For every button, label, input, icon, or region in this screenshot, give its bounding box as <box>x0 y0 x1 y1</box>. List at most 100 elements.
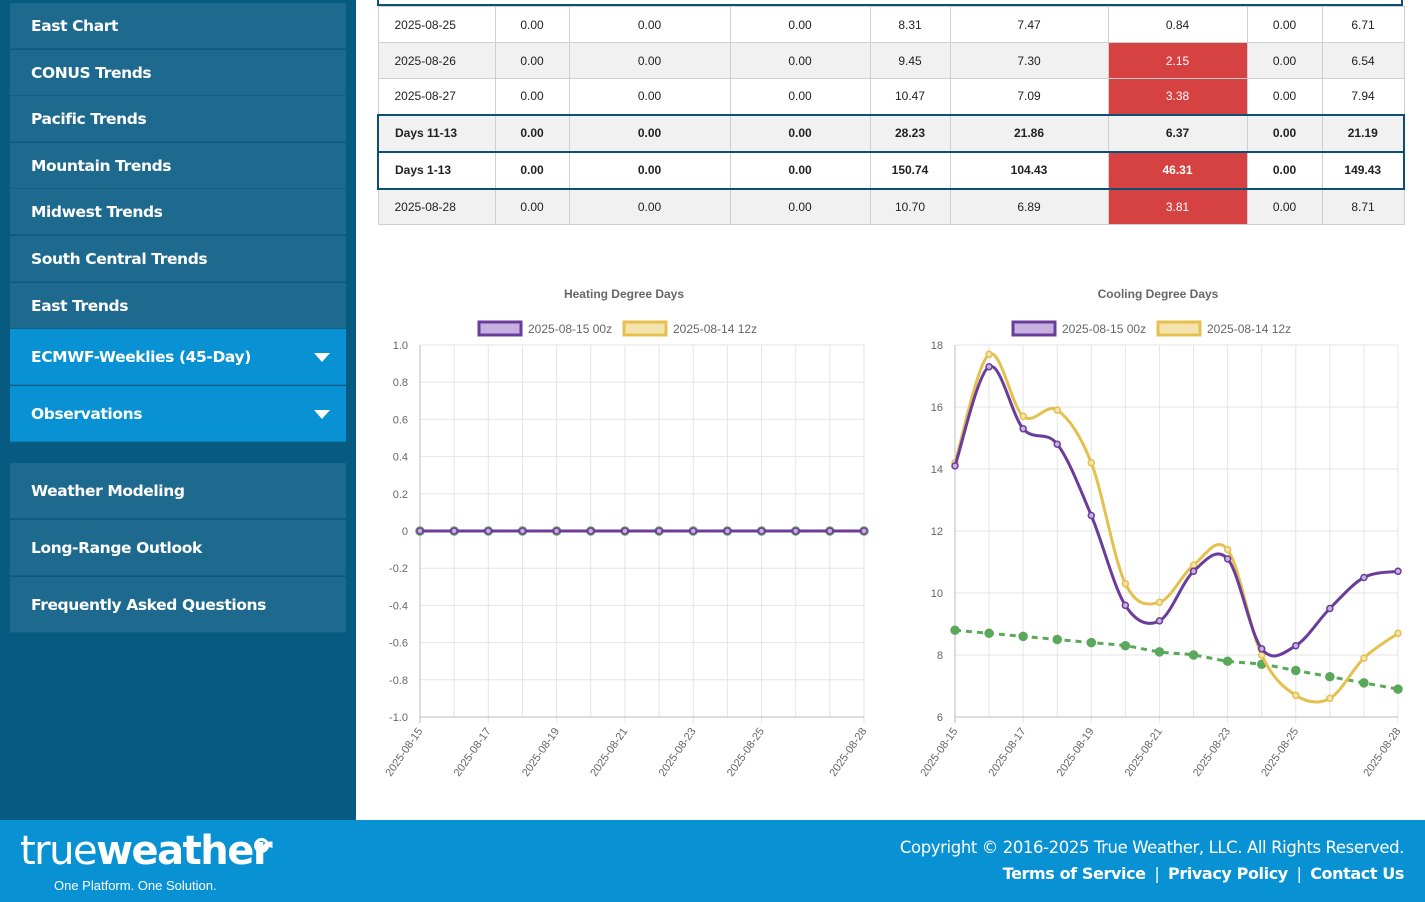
y-tick-label: 14 <box>931 464 943 476</box>
table-cell: 10.70 <box>869 188 951 225</box>
data-point <box>1360 573 1368 582</box>
sidebar-item-south-central-trends[interactable]: South Central Trends <box>10 236 346 282</box>
data-point <box>484 527 493 535</box>
x-tick-label: 2025-08-19 <box>520 726 562 779</box>
data-point <box>450 527 458 535</box>
y-tick-label: 18 <box>931 340 943 352</box>
sidebar-dropdown-observations[interactable]: Observations <box>10 386 346 442</box>
x-tick-label: 2025-08-15 <box>383 726 425 779</box>
logo-tagline: One Platform. One Solution. <box>54 878 217 893</box>
table-cell: 0.00 <box>1246 188 1323 225</box>
footer-separator: | <box>1296 864 1302 883</box>
data-point <box>1326 694 1334 703</box>
sidebar-item-faq[interactable]: Frequently Asked Questions <box>10 577 346 633</box>
series-line-2025-08-15-00z <box>953 365 1399 658</box>
table-cell: 150.74 <box>869 150 951 190</box>
table-cell: 0.00 <box>494 188 570 225</box>
data-point <box>1155 598 1164 607</box>
sidebar-item-label: ECMWF-Weeklies (45-Day) <box>31 347 251 366</box>
table-cell-date: Days 1-13 <box>377 150 496 190</box>
table-cell-date: 2025-08-28 <box>377 188 496 225</box>
sidebar-item-pacific-trends[interactable]: Pacific Trends <box>10 96 346 142</box>
table-cell: 7.47 <box>949 6 1109 43</box>
table-cell: 7.09 <box>949 78 1109 115</box>
sidebar-item-east-chart[interactable]: East Chart <box>10 3 346 49</box>
chart-title: Heating Degree Days <box>564 287 684 301</box>
sidebar-item-conus-trends[interactable]: CONUS Trends <box>10 50 346 96</box>
table-cell: 0.00 <box>494 113 570 153</box>
data-point <box>1189 567 1198 576</box>
sidebar-item-label: Weather Modeling <box>31 481 185 500</box>
data-point <box>826 527 834 535</box>
sidebar-item-east-trends[interactable]: East Trends <box>10 283 346 329</box>
sidebar-item-label: Frequently Asked Questions <box>31 595 266 614</box>
y-tick-label: 1.0 <box>393 340 408 352</box>
table-cell-date: 2025-08-25 <box>377 6 496 43</box>
x-tick-label: 2025-08-23 <box>1191 726 1233 779</box>
data-point <box>1325 671 1335 682</box>
x-tick-label: 2025-08-25 <box>725 726 767 779</box>
table-cell: 3.38 <box>1107 78 1248 115</box>
table-cell: 0.00 <box>1246 42 1323 79</box>
table-cell: 6.89 <box>949 188 1109 225</box>
privacy-policy-link[interactable]: Privacy Policy <box>1168 864 1288 883</box>
table-cell: 0.00 <box>494 78 570 115</box>
data-point <box>1154 647 1165 657</box>
sidebar-item-mountain-trends[interactable]: Mountain Trends <box>10 143 346 189</box>
y-tick-label: 16 <box>931 402 943 414</box>
table-cell: 10.47 <box>869 78 951 115</box>
sidebar-dropdown-ecmwf-weeklies[interactable]: ECMWF-Weeklies (45-Day) <box>10 329 346 385</box>
footer: trueweather One Platform. One Solution. … <box>0 820 1425 902</box>
table-cell: 7.30 <box>949 42 1109 79</box>
legend-swatch <box>1156 320 1202 337</box>
data-point <box>1052 634 1062 645</box>
y-tick-label: 0 <box>402 526 408 538</box>
table-cell: 2.15 <box>1107 42 1248 79</box>
data-point <box>587 527 595 535</box>
logo-ring-icon <box>254 838 269 853</box>
data-point <box>985 362 993 371</box>
table-row: Days 1-13 0.00 0.00 0.00 150.74 104.43 46.31 0.… <box>377 150 1405 190</box>
data-point <box>985 350 993 359</box>
sidebar-item-weather-modeling[interactable]: Weather Modeling <box>10 463 346 519</box>
sidebar-item-label: East Chart <box>31 16 119 35</box>
data-point <box>1019 424 1027 433</box>
terms-of-service-link[interactable]: Terms of Service <box>1002 864 1146 883</box>
table-cell-date: 2025-08-27 <box>377 78 496 115</box>
data-point <box>621 527 629 535</box>
table-row: Days 11-13 0.00 0.00 0.00 28.23 21.86 6.37 0.00… <box>377 113 1405 153</box>
data-point <box>1291 665 1301 676</box>
data-point <box>1120 640 1131 651</box>
y-tick-label: -0.8 <box>389 675 408 687</box>
table-row: 2025-08-25 0.00 0.00 0.00 8.31 7.47 0.84 0.00 6.… <box>377 6 1405 43</box>
sidebar-item-midwest-trends[interactable]: Midwest Trends <box>10 189 346 235</box>
table-cell: 0.00 <box>729 150 871 190</box>
data-point <box>1326 604 1334 613</box>
y-tick-label: 8 <box>937 650 943 662</box>
table-cell: 21.19 <box>1321 113 1405 153</box>
legend-swatch <box>1011 320 1057 337</box>
legend-label: 2025-08-15 00z <box>528 322 612 336</box>
data-point <box>416 527 424 535</box>
data-point <box>723 527 732 535</box>
trueweather-logo[interactable]: trueweather One Platform. One Solution. <box>20 828 280 898</box>
table-row: 2025-08-28 0.00 0.00 0.00 10.70 6.89 3.81 0.00 8… <box>377 188 1405 225</box>
heating-degree-days-chart: Heating Degree Days 2025-08-15 00z 2025-08… <box>383 287 869 779</box>
table-cell: 0.00 <box>568 42 731 79</box>
sidebar-item-label: Observations <box>31 404 143 423</box>
sidebar-item-long-range-outlook[interactable]: Long-Range Outlook <box>10 520 346 576</box>
sidebar-item-label: Midwest Trends <box>31 202 163 221</box>
table-cell-date: 2025-08-26 <box>377 42 496 79</box>
table-cell: 0.84 <box>1107 6 1248 43</box>
degree-day-table: 2025-08-25 0.00 0.00 0.00 8.31 7.47 0.84 0.00 6.… <box>377 6 1405 225</box>
data-point <box>1222 656 1233 666</box>
y-tick-label: 0.8 <box>393 377 408 389</box>
table-cell: 7.94 <box>1321 78 1405 115</box>
cooling-degree-days-chart: Cooling Degree Days 2025-08-15 00z 2025-08… <box>918 287 1403 779</box>
data-point <box>1360 654 1368 662</box>
data-point <box>1292 691 1300 700</box>
contact-us-link[interactable]: Contact Us <box>1310 864 1404 883</box>
table-cell: 21.86 <box>949 113 1109 153</box>
data-point <box>1188 650 1199 660</box>
y-tick-label: -0.2 <box>389 563 408 575</box>
